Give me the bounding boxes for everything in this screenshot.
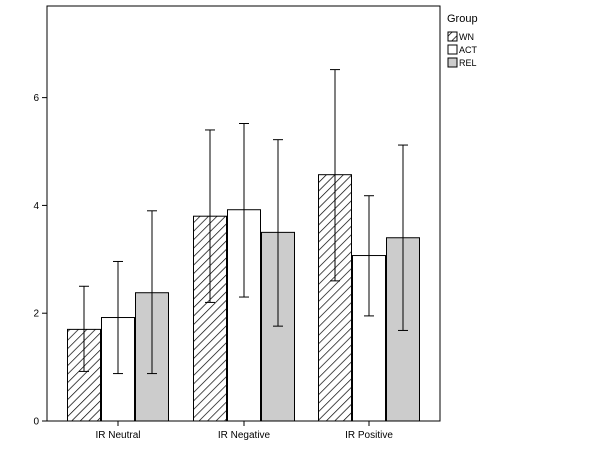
legend-label-rel: REL [459,58,477,68]
bar-rel [261,231,295,422]
x-tick-label: IR Neutral [95,430,140,441]
plot-area: 0 2 4 6 IR Neutral IR Negative IR Positive [33,5,441,441]
legend-title: Group [447,13,478,25]
x-tick-label: IR Positive [345,430,393,441]
legend-swatch-wn [447,31,458,42]
legend: Group WN ACT REL [447,13,478,68]
legend-swatch-act [447,44,458,55]
y-tick-label: 6 [33,93,39,104]
y-tick-label: 0 [33,417,39,428]
x-tick-label: IR Negative [218,430,271,441]
legend-swatch-rel [447,57,458,68]
y-tick-label: 4 [33,201,39,212]
legend-label-wn: WN [459,32,474,42]
legend-label-act: ACT [459,45,478,55]
y-tick-label: 2 [33,309,39,320]
